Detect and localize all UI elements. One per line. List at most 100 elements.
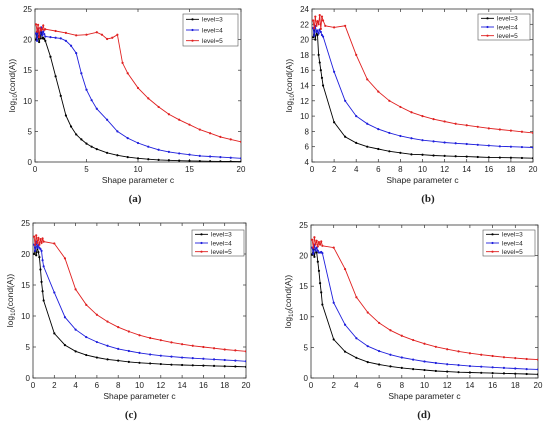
data-point xyxy=(106,320,109,323)
data-point xyxy=(498,145,501,148)
data-point xyxy=(317,53,320,57)
x-tick-label: 16 xyxy=(199,381,208,390)
data-point xyxy=(147,145,150,148)
data-point xyxy=(432,140,435,143)
data-point xyxy=(157,148,160,151)
data-point xyxy=(457,350,460,353)
y-axis-label-subscript: 10 xyxy=(13,94,19,101)
data-point xyxy=(315,239,318,243)
data-point xyxy=(443,154,446,157)
data-point xyxy=(106,358,109,361)
data-point xyxy=(388,150,391,153)
data-point xyxy=(324,24,327,27)
data-point xyxy=(502,372,506,375)
legend-marker xyxy=(486,25,489,29)
data-point xyxy=(525,372,528,376)
data-point xyxy=(321,84,325,87)
data-point xyxy=(316,260,319,263)
data-point xyxy=(366,360,369,364)
data-point xyxy=(53,242,56,245)
data-point xyxy=(423,342,426,345)
data-point xyxy=(520,145,524,149)
data-point xyxy=(244,365,246,368)
x-tick-label: 12 xyxy=(443,381,452,390)
data-point xyxy=(229,156,232,159)
data-point xyxy=(502,356,506,359)
data-point xyxy=(64,114,67,117)
data-point xyxy=(400,334,403,337)
data-point xyxy=(498,156,501,159)
data-point xyxy=(333,26,336,29)
data-point xyxy=(202,364,205,367)
data-point xyxy=(313,255,316,258)
data-point xyxy=(434,361,437,365)
data-point xyxy=(35,254,38,257)
data-point xyxy=(35,39,39,42)
data-point xyxy=(37,251,40,254)
y-tick-label: 12 xyxy=(300,97,309,106)
data-point xyxy=(332,301,335,304)
y-tick-label: 15 xyxy=(21,281,30,290)
data-point xyxy=(400,356,403,359)
legend-label: level=5 xyxy=(202,38,223,45)
x-tick-label: 2 xyxy=(52,381,57,390)
data-point xyxy=(63,344,67,347)
data-point xyxy=(315,30,318,34)
x-tick-label: 6 xyxy=(95,381,100,390)
data-point xyxy=(54,75,57,78)
data-point xyxy=(49,36,52,39)
series-level-3 xyxy=(312,29,533,160)
data-point xyxy=(343,323,347,326)
data-point xyxy=(498,128,501,131)
data-point xyxy=(95,356,98,359)
x-tick-label: 2 xyxy=(331,381,336,390)
data-point xyxy=(42,265,45,268)
data-point xyxy=(487,144,490,147)
y-tick-label: 10 xyxy=(23,97,32,106)
data-point xyxy=(531,157,533,160)
data-point xyxy=(333,121,336,124)
y-axis-label-base: log xyxy=(284,101,294,113)
x-tick-label: 4 xyxy=(354,165,359,174)
x-tick-label: 0 xyxy=(33,165,38,174)
data-point xyxy=(234,349,237,352)
panel-caption: (a) xyxy=(129,193,142,205)
data-point xyxy=(53,291,56,294)
data-point xyxy=(468,352,471,355)
data-point xyxy=(127,360,130,363)
x-tick-label: 6 xyxy=(376,165,381,174)
data-point xyxy=(136,157,140,160)
x-tick-label: 8 xyxy=(400,381,405,390)
data-point xyxy=(315,251,318,254)
data-point xyxy=(514,372,517,375)
data-point xyxy=(355,356,358,359)
data-point xyxy=(167,159,170,162)
data-point xyxy=(39,268,42,271)
data-point xyxy=(321,244,324,247)
data-point xyxy=(138,334,141,337)
data-point xyxy=(313,27,316,30)
y-tick-label: 5 xyxy=(304,343,309,352)
data-point xyxy=(37,236,40,239)
data-point xyxy=(198,128,201,131)
data-point xyxy=(74,350,77,353)
legend-label: level=5 xyxy=(211,249,232,256)
data-point xyxy=(443,141,446,144)
data-point xyxy=(202,345,205,349)
series-level-5 xyxy=(33,234,246,353)
legend-label: level=5 xyxy=(497,33,518,40)
x-tick-label: 20 xyxy=(237,165,246,174)
y-axis-label-base: log xyxy=(7,101,17,113)
x-tick-label: 5 xyxy=(84,165,89,174)
data-point xyxy=(318,14,321,17)
data-point xyxy=(423,368,426,372)
data-point xyxy=(234,365,237,368)
y-axis-label-rest: (cond(A)) xyxy=(283,275,293,311)
data-point xyxy=(421,153,424,156)
data-point xyxy=(63,257,67,260)
y-axis-label-subscript: 10 xyxy=(290,94,296,101)
x-tick-label: 4 xyxy=(354,381,359,390)
y-tick-label: 18 xyxy=(300,51,309,60)
